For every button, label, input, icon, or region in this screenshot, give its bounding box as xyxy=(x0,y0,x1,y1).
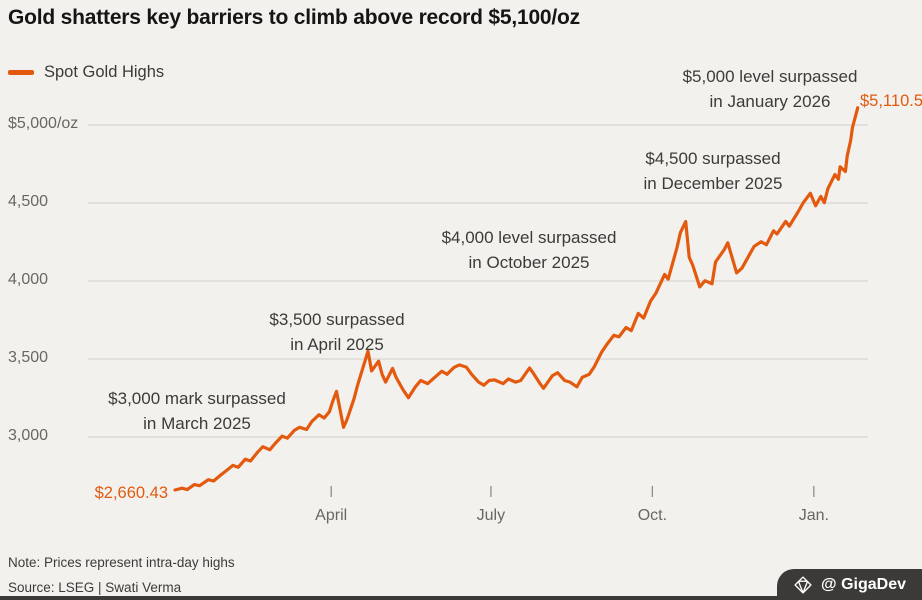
gem-diamond-icon xyxy=(793,575,813,595)
watermark-label: @ GigaDev xyxy=(821,575,906,593)
chart-title: Gold shatters key barriers to climb abov… xyxy=(8,6,580,29)
annotation-line: in April 2025 xyxy=(290,335,384,354)
annotation-3000-milestone: $3,000 mark surpassed in March 2025 xyxy=(77,386,317,436)
annotation-3500-milestone: $3,500 surpassed in April 2025 xyxy=(217,307,457,357)
annotation-line: $3,500 surpassed xyxy=(269,310,405,329)
annotation-line: $5,000 level surpassed xyxy=(682,67,858,86)
annotation-4000-milestone: $4,000 level surpassed in October 2025 xyxy=(399,225,659,275)
legend-label: Spot Gold Highs xyxy=(44,63,165,81)
annotation-5000-milestone: $5,000 level surpassed in January 2026 xyxy=(640,64,900,114)
legend-line-swatch xyxy=(8,70,34,75)
legend: Spot Gold Highs xyxy=(8,63,164,82)
annotation-line: $4,000 level surpassed xyxy=(441,228,617,247)
source-credit: Source: LSEG | Swati Verma xyxy=(8,580,182,595)
annotation-line: $4,500 surpassed xyxy=(645,149,781,168)
series-end-value-label: $5,110.5 xyxy=(860,92,922,110)
spot-gold-highs-line xyxy=(173,106,860,492)
footnote: Note: Prices represent intra-day highs xyxy=(8,555,235,570)
annotation-line: in March 2025 xyxy=(143,414,251,433)
annotation-4500-milestone: $4,500 surpassed in December 2025 xyxy=(593,146,833,196)
annotation-line: in January 2026 xyxy=(709,92,831,111)
annotation-line: in December 2025 xyxy=(643,174,783,193)
series-start-value-label: $2,660.43 xyxy=(94,484,168,502)
annotation-line: in October 2025 xyxy=(468,253,590,272)
annotation-line: $3,000 mark surpassed xyxy=(108,389,286,408)
bottom-strip xyxy=(0,596,922,600)
gigadev-watermark: @ GigaDev xyxy=(777,569,922,600)
